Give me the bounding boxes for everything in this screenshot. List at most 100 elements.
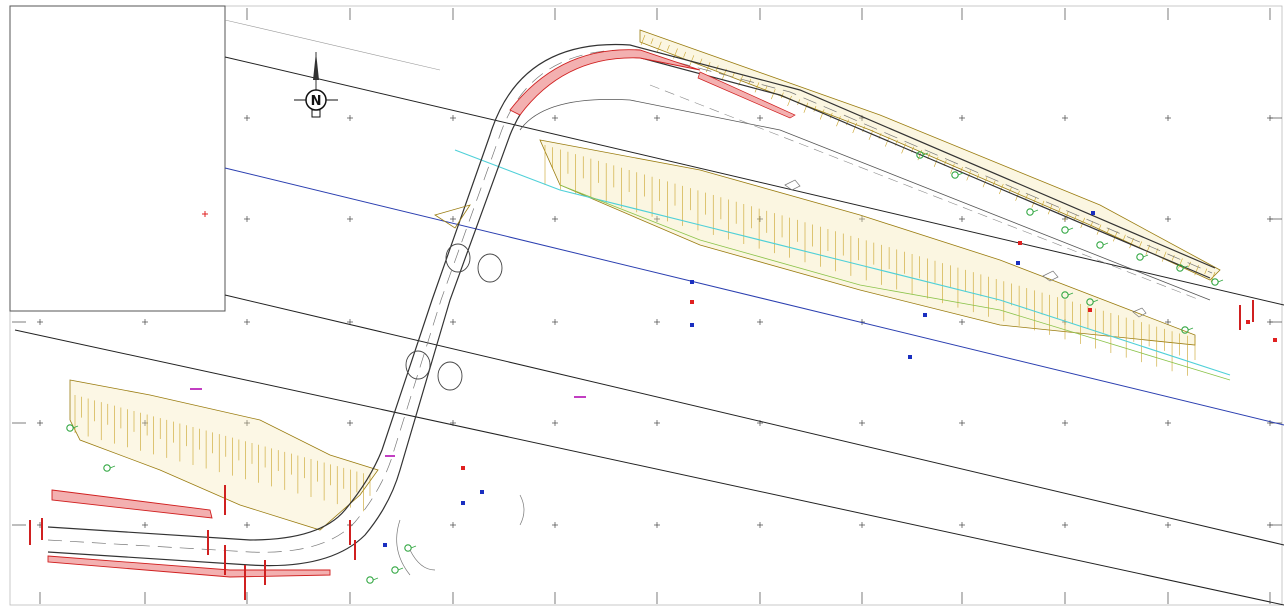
vegetation-symbol — [1026, 208, 1034, 216]
vegetation-symbol — [951, 171, 959, 179]
inset-viewport — [9, 5, 226, 312]
green-edge-line — [559, 184, 1231, 381]
blue-point-marker — [1091, 211, 1095, 215]
slope-hatch-line — [1047, 204, 1053, 215]
vegetation-symbol — [103, 464, 111, 472]
slope-hatch-line — [650, 38, 654, 44]
alignment-line-1 — [224, 56, 1284, 306]
slope-hatch-line — [764, 85, 768, 92]
vegetation-symbol — [1211, 278, 1219, 286]
slope-hatch-line — [819, 109, 825, 120]
road-center-line — [47, 49, 1213, 553]
blue-point-marker — [908, 355, 912, 359]
slope-hatch-line — [1171, 254, 1175, 261]
vegetation-symbol — [1187, 327, 1194, 331]
vegetation-symbol — [1092, 299, 1099, 303]
water-line — [454, 149, 1231, 376]
vegetation-symbol — [410, 545, 417, 549]
slope-hatch-line — [1064, 210, 1069, 222]
slope-hatch-line — [803, 102, 809, 113]
slope-hatch-line — [1008, 187, 1012, 193]
vegetation-symbol — [366, 576, 374, 584]
vegetation-symbol — [1061, 226, 1069, 234]
slope-hatch-line — [901, 143, 906, 154]
slope-embankment-left — [69, 379, 379, 531]
blue-point-marker — [383, 543, 387, 547]
vegetation-symbols — [66, 151, 1224, 584]
slope-hatch-line — [868, 129, 874, 140]
blue-point-marker — [690, 323, 694, 327]
blue-point-marker — [461, 501, 465, 505]
slope-hatch-line — [771, 89, 776, 100]
slope-hatch-line — [666, 45, 670, 51]
vegetation-symbol — [109, 465, 116, 469]
vegetation-symbol — [1136, 253, 1144, 261]
alignment-line-2 — [224, 167, 1284, 426]
slope-hatch-line — [1057, 207, 1061, 214]
alignment-lines — [14, 19, 1284, 606]
red-point-marker — [1088, 308, 1092, 312]
slope-hatch-line — [1188, 261, 1191, 268]
vegetation-symbol — [397, 567, 404, 571]
slope-hatch-line — [1090, 221, 1094, 227]
slope-hatch-line — [657, 41, 662, 52]
vegetation-symbol — [957, 172, 964, 176]
north-arrow-label: N — [311, 94, 322, 109]
vegetation-symbol — [1182, 265, 1189, 269]
slope-hatch-line — [1145, 244, 1151, 256]
road-edge-inner — [47, 43, 1216, 541]
slope-hatch-line — [754, 82, 760, 93]
slope-hatch-line — [1096, 224, 1102, 235]
grid-tick-marks — [12, 8, 1282, 604]
slope-embankment-upper — [639, 29, 1221, 283]
inset-marker — [202, 211, 208, 217]
annotation-marks — [190, 388, 586, 457]
vegetation-symbol — [1067, 227, 1074, 231]
vegetation-symbol — [1096, 241, 1104, 249]
red-point-marker — [690, 300, 694, 304]
slope-hatch-line — [836, 116, 841, 127]
slope-hatch-line — [689, 55, 695, 66]
red-point-marker — [1018, 241, 1022, 245]
slope-hatch-line — [1122, 234, 1126, 241]
alignment-line-5 — [224, 19, 441, 71]
slope-hatch-line — [852, 122, 857, 134]
slope-hatch-line — [1025, 194, 1028, 200]
vegetation-symbol — [1142, 254, 1149, 258]
red-curb-hatch — [47, 49, 796, 578]
slope-hatch-line — [1178, 258, 1183, 269]
blue-point-marker — [1016, 261, 1020, 265]
slope-hatch-line — [846, 119, 849, 126]
slope-hatch-line — [797, 99, 800, 105]
vegetation-symbol — [1217, 279, 1224, 283]
road-edge-secondary — [519, 99, 1211, 301]
slope-hatch-line — [1129, 238, 1134, 249]
red-point-marker — [1273, 338, 1277, 342]
sketch-glyphs — [396, 179, 1147, 576]
vegetation-symbol — [372, 577, 379, 581]
road-dash-line — [649, 84, 1201, 301]
slope-hatch-line — [885, 136, 890, 147]
slope-hatch-line — [787, 95, 792, 107]
blue-point-marker — [480, 490, 484, 494]
vegetation-symbol — [72, 425, 79, 429]
alignment-line-3 — [224, 294, 1284, 546]
blue-point-marker — [690, 280, 694, 284]
slope-hatch-line — [640, 34, 646, 46]
alignment-line-4 — [14, 329, 1284, 606]
slope-hatch-line — [1139, 241, 1142, 248]
triangle-marker — [434, 204, 471, 229]
blue-point-marker — [923, 313, 927, 317]
vegetation-symbol — [1067, 292, 1074, 296]
point-markers — [383, 211, 1277, 547]
vegetation-symbol — [1102, 242, 1109, 246]
slope-hatch-line — [683, 51, 686, 58]
slope-hatch-line — [829, 112, 833, 119]
vegetation-symbol — [66, 424, 74, 432]
slope-hatch-line — [813, 105, 817, 112]
slope-embankment-lower — [539, 139, 1196, 376]
slope-hatch-line — [1155, 248, 1159, 254]
red-point-marker — [1246, 320, 1250, 324]
